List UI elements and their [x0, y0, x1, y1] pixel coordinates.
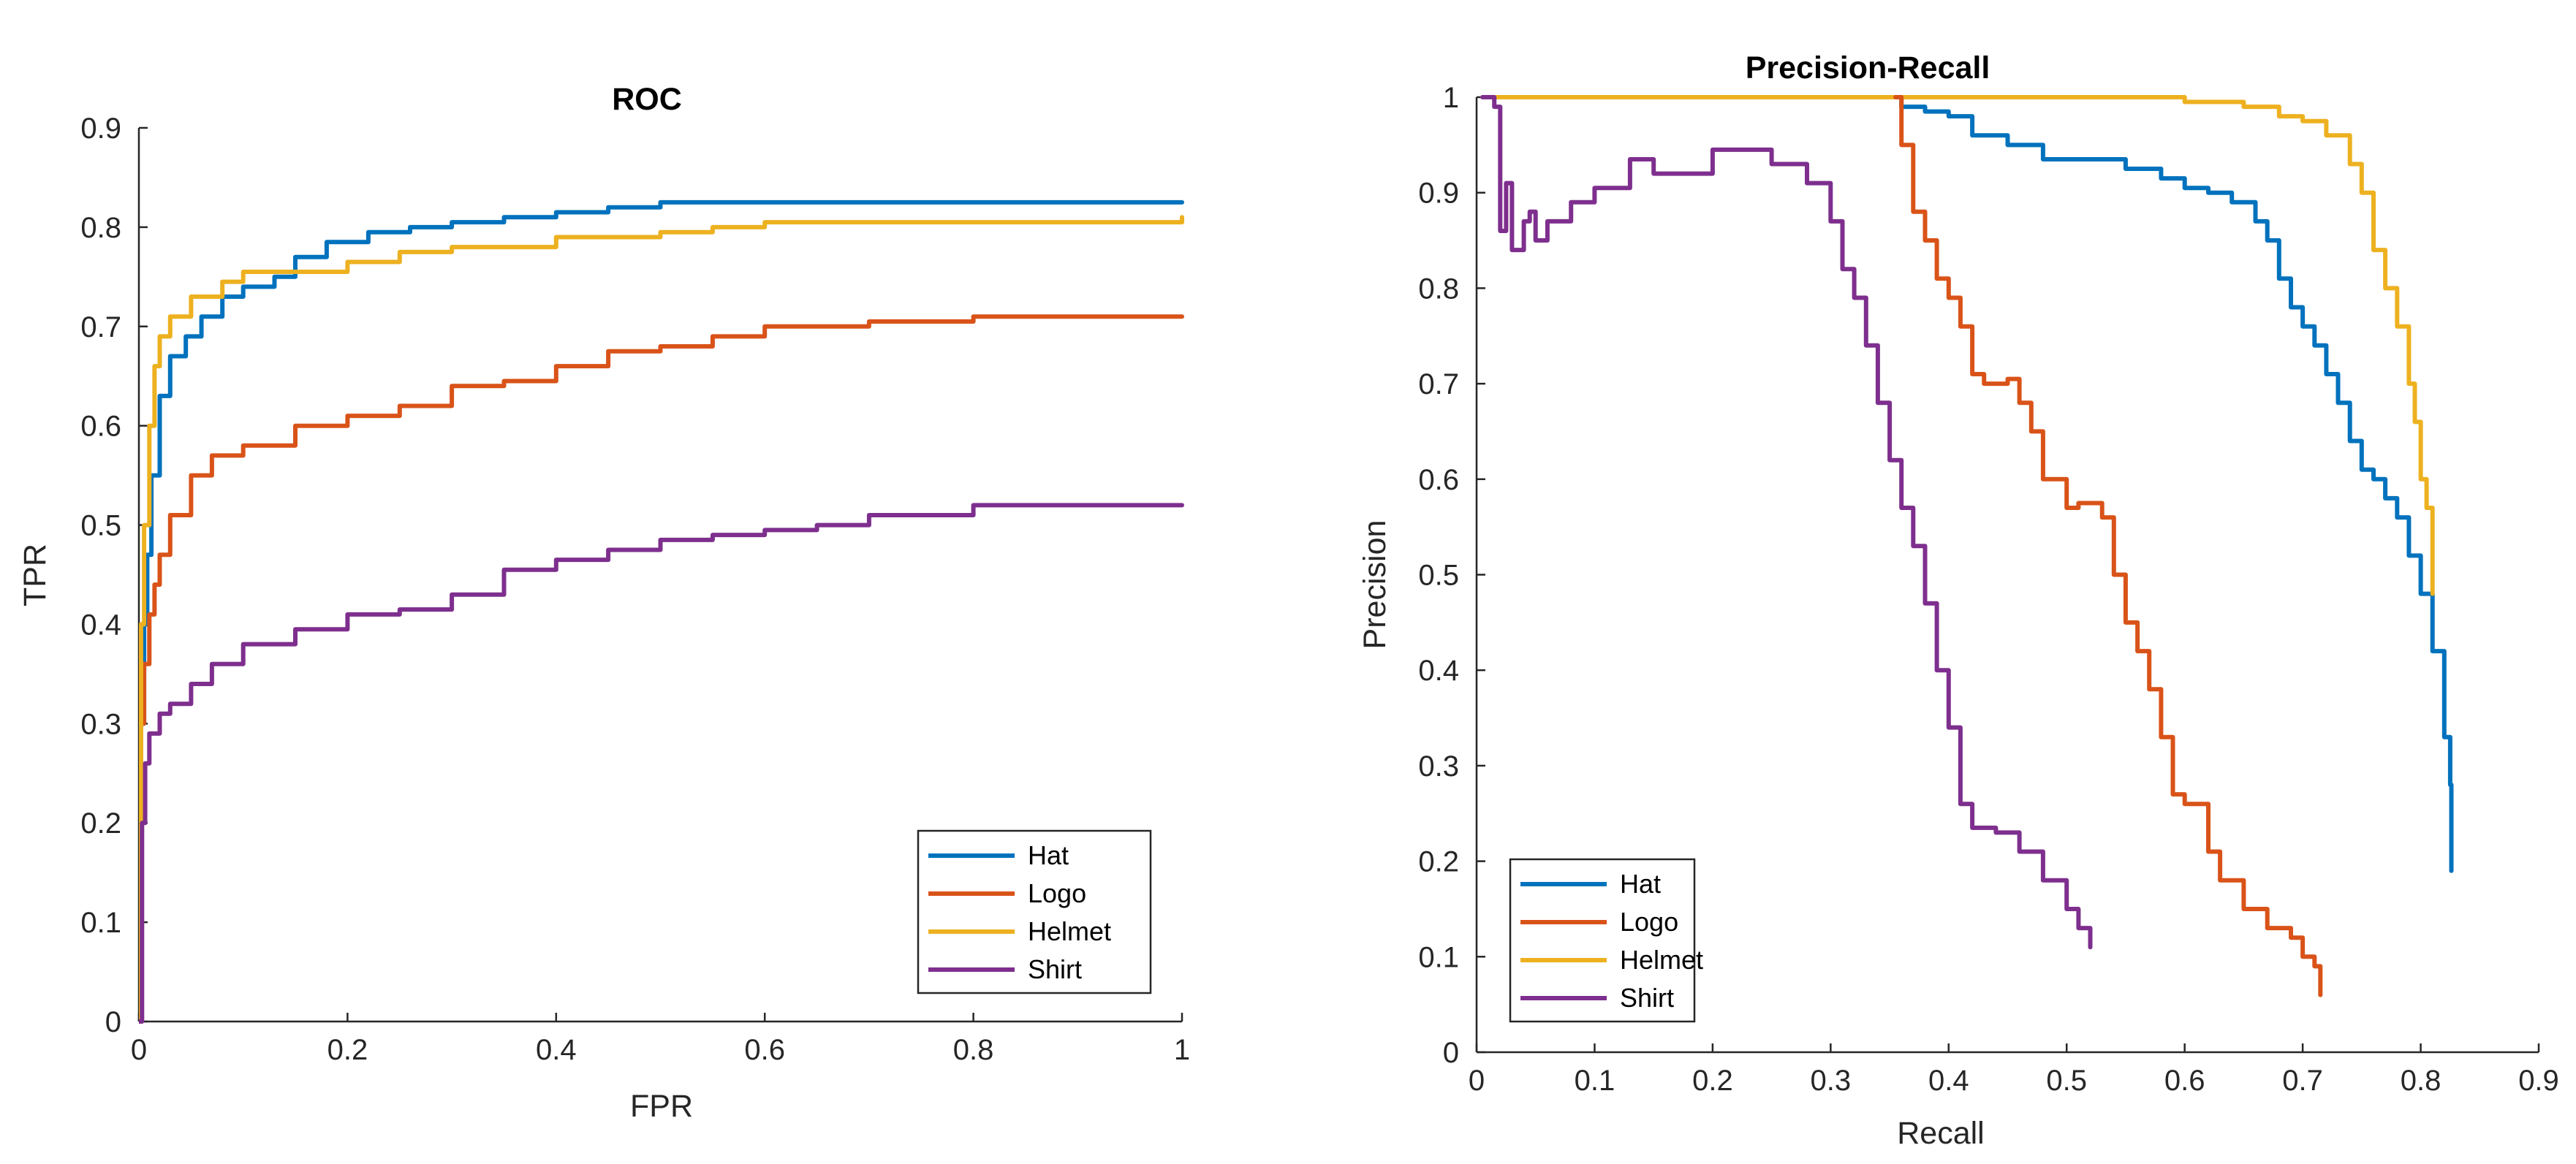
series-line-logo [139, 314, 1184, 1024]
y-tick-label: 0.1 [1418, 941, 1459, 973]
legend-label-helmet: Helmet [1620, 945, 1703, 975]
x-tick-label: 0.4 [1928, 1065, 1969, 1097]
legend-label-logo: Logo [1620, 907, 1678, 937]
y-tick-label: 0.2 [80, 807, 121, 840]
x-tick-label: 0.6 [744, 1034, 785, 1066]
x-tick-label: 0 [1469, 1065, 1485, 1097]
y-tick-label: 0.7 [80, 311, 121, 343]
legend: Hat Logo Helmet Shirt [1509, 858, 1703, 1023]
y-tick-label: 0.5 [1418, 560, 1459, 592]
legend-label-hat: Hat [1620, 869, 1661, 899]
y-tick-label: 0.6 [80, 411, 121, 443]
x-tick-label: 0.1 [1575, 1065, 1615, 1097]
y-tick-label: 0.5 [80, 510, 121, 542]
y-tick-label: 0.6 [1418, 464, 1459, 496]
y-axis-label: TPR [18, 544, 53, 606]
x-tick-label: 0.8 [953, 1034, 994, 1066]
legend-label-shirt: Shirt [1028, 954, 1082, 984]
y-tick-label: 1 [1443, 82, 1459, 114]
x-tick-label: 0.2 [1692, 1065, 1733, 1097]
y-tick-label: 0 [1443, 1037, 1459, 1069]
legend-label-hat: Hat [1028, 840, 1069, 870]
y-tick-label: 0.4 [1418, 655, 1459, 687]
y-tick-label: 0.1 [80, 907, 121, 939]
y-tick-label: 0.8 [80, 212, 121, 244]
y-tick-label: 0.9 [1418, 178, 1459, 210]
legend-label-shirt: Shirt [1620, 983, 1674, 1013]
y-axis-label: Precision [1357, 520, 1393, 650]
series-line-hat [1863, 95, 2454, 873]
y-tick-label: 0 [105, 1006, 121, 1038]
x-tick-label: 0.6 [2164, 1065, 2205, 1097]
y-tick-label: 0.7 [1418, 368, 1459, 400]
legend-box [917, 829, 1152, 994]
y-tick-label: 0.4 [80, 609, 121, 641]
x-tick-label: 0.5 [2046, 1065, 2087, 1097]
series-line-shirt [1480, 95, 2093, 950]
chart-title: Precision-Recall [1746, 50, 1990, 85]
y-tick-label: 0.3 [80, 708, 121, 740]
chart-1: 0 0.2 0.4 0.6 0.8 1 0 0.1 0.2 0.3 0.4 0.5 0.6 0.7 0.8 0… [18, 82, 1190, 1124]
series-line-helmet [139, 215, 1184, 1024]
x-tick-label: 0.3 [1811, 1065, 1852, 1097]
y-tick-label: 0.2 [1418, 846, 1459, 878]
x-tick-label: 0.7 [2282, 1065, 2323, 1097]
legend-label-logo: Logo [1028, 878, 1086, 908]
chart-title: ROC [612, 82, 682, 117]
x-tick-label: 1 [1174, 1034, 1190, 1066]
x-axis-label: FPR [630, 1089, 693, 1124]
legend-label-helmet: Helmet [1028, 916, 1111, 946]
x-tick-label: 0.4 [536, 1034, 577, 1066]
x-tick-label: 0.2 [327, 1034, 368, 1066]
series-line-helmet [1480, 95, 2435, 596]
x-axis-label: Recall [1897, 1116, 1985, 1151]
y-tick-label: 0.3 [1418, 750, 1459, 783]
series-line-logo [1893, 95, 2323, 997]
x-tick-label: 0 [131, 1034, 147, 1066]
series-line-shirt [139, 503, 1184, 1024]
legend: Hat Logo Helmet Shirt [917, 829, 1152, 994]
y-tick-label: 0.8 [1418, 273, 1459, 305]
chart-2: 0 0.1 0.2 0.3 0.4 0.5 0.6 0.7 0.8 0.9 0 0.1 0.2 0.3 0.… [1357, 50, 2559, 1151]
x-tick-label: 0.8 [2401, 1065, 2441, 1097]
y-tick-label: 0.9 [80, 113, 121, 145]
x-tick-label: 0.9 [2518, 1065, 2559, 1097]
